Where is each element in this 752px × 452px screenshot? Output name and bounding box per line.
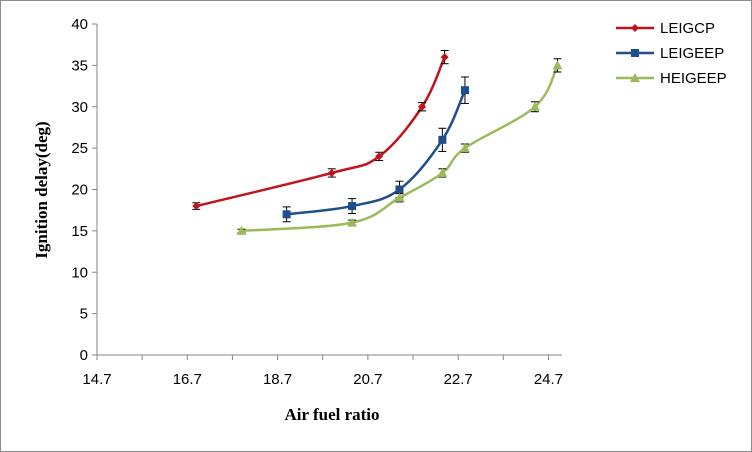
y-axis-title: Ignition delay(deg): [32, 121, 51, 258]
legend-swatch-marker: [630, 73, 640, 82]
axes: 0 5 10 15 20 25 30 35 40 14.7 16.7 18.7 20.7 22.7 24.7: [71, 16, 563, 388]
data-point: [236, 225, 247, 235]
y-tick-label: 35: [71, 57, 88, 74]
legend-item-heigeep: HEIGEEP: [616, 70, 727, 87]
data-point: [395, 185, 404, 194]
y-tick-label: 0: [80, 347, 88, 364]
data-point: [327, 168, 336, 177]
series-leigcp: [192, 49, 449, 211]
legend-label: LEIGCP: [660, 20, 715, 37]
y-tick-label: 25: [71, 140, 88, 157]
data-point: [347, 217, 358, 227]
data-point: [282, 210, 291, 219]
x-tick-label: 18.7: [263, 371, 292, 388]
legend-swatch-marker: [631, 49, 639, 57]
x-tick-label: 22.7: [444, 371, 473, 388]
data-point: [440, 53, 449, 62]
y-tick-label: 10: [71, 264, 88, 281]
data-point: [348, 202, 357, 211]
y-tick-label: 40: [71, 16, 88, 33]
data-point: [437, 167, 448, 177]
data-point: [394, 192, 405, 202]
data-point: [192, 202, 201, 211]
x-tick-label: 16.7: [173, 371, 202, 388]
legend: LEIGCP LEIGEEP HEIGEEP: [616, 20, 727, 87]
data-point: [418, 102, 427, 111]
series-heigeep: [236, 58, 563, 235]
y-tick-label: 30: [71, 99, 88, 116]
data-point: [438, 135, 447, 144]
x-axis-title: Air fuel ratio: [284, 405, 379, 424]
legend-swatch-marker: [631, 24, 639, 32]
y-tick-label: 15: [71, 223, 88, 240]
y-tick-label: 20: [71, 182, 88, 199]
series-line: [241, 64, 559, 233]
data-point: [552, 60, 563, 70]
y-tick-label: 5: [80, 306, 88, 323]
data-point: [459, 143, 470, 153]
legend-label: LEIGEEP: [660, 45, 724, 62]
legend-item-leigeep: LEIGEEP: [616, 45, 724, 62]
x-tick-label: 24.7: [534, 371, 563, 388]
series-layer: [192, 49, 563, 235]
data-point: [529, 101, 540, 111]
data-point: [375, 152, 384, 161]
x-tick-label: 20.7: [353, 371, 382, 388]
series-leigeep: [282, 76, 469, 223]
series-line: [196, 56, 446, 208]
legend-item-leigcp: LEIGCP: [616, 20, 715, 37]
legend-label: HEIGEEP: [660, 70, 727, 87]
x-tick-label: 14.7: [82, 371, 111, 388]
data-point: [460, 86, 469, 95]
